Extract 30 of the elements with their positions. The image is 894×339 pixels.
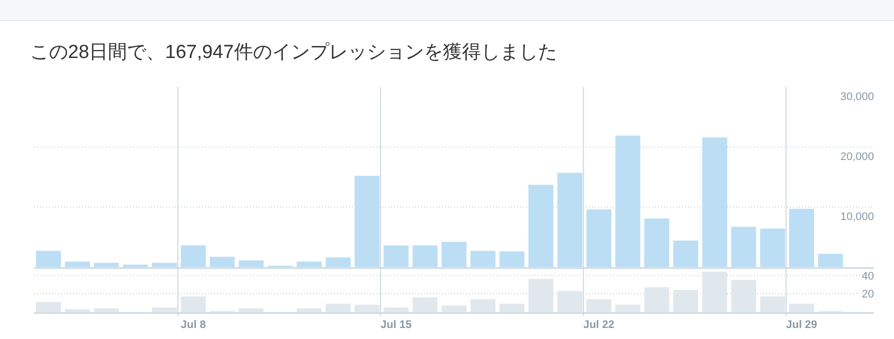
bar xyxy=(586,299,612,312)
bar xyxy=(644,287,670,312)
y-tick-label: 40 xyxy=(862,270,874,282)
y-tick-label: 10,000 xyxy=(840,211,874,223)
bar xyxy=(412,297,438,312)
y-tick-label: 30,000 xyxy=(840,91,874,103)
bar xyxy=(731,280,756,312)
bar xyxy=(673,290,698,312)
bar xyxy=(499,304,524,312)
chart-title: この28日間で、167,947件のインプレッションを獲得しました xyxy=(30,42,557,63)
bar xyxy=(702,272,728,312)
bar xyxy=(470,299,496,312)
bar xyxy=(442,306,466,312)
bar xyxy=(384,307,409,312)
y-tick-label: 20,000 xyxy=(840,151,874,163)
bar xyxy=(36,302,61,312)
y-tick-label: 20 xyxy=(862,288,874,301)
bar xyxy=(760,296,786,312)
bar xyxy=(528,279,554,312)
x-tick-label: Jul 29 xyxy=(786,319,818,331)
bar xyxy=(615,304,640,312)
bar xyxy=(557,290,582,312)
bar xyxy=(354,304,380,312)
x-tick-label: Jul 8 xyxy=(180,319,206,331)
x-tick-label: Jul 15 xyxy=(380,319,412,331)
bar xyxy=(152,307,177,312)
bar xyxy=(180,296,206,312)
bar xyxy=(326,304,351,312)
bar xyxy=(789,304,814,312)
x-tick-label: Jul 22 xyxy=(583,319,614,331)
